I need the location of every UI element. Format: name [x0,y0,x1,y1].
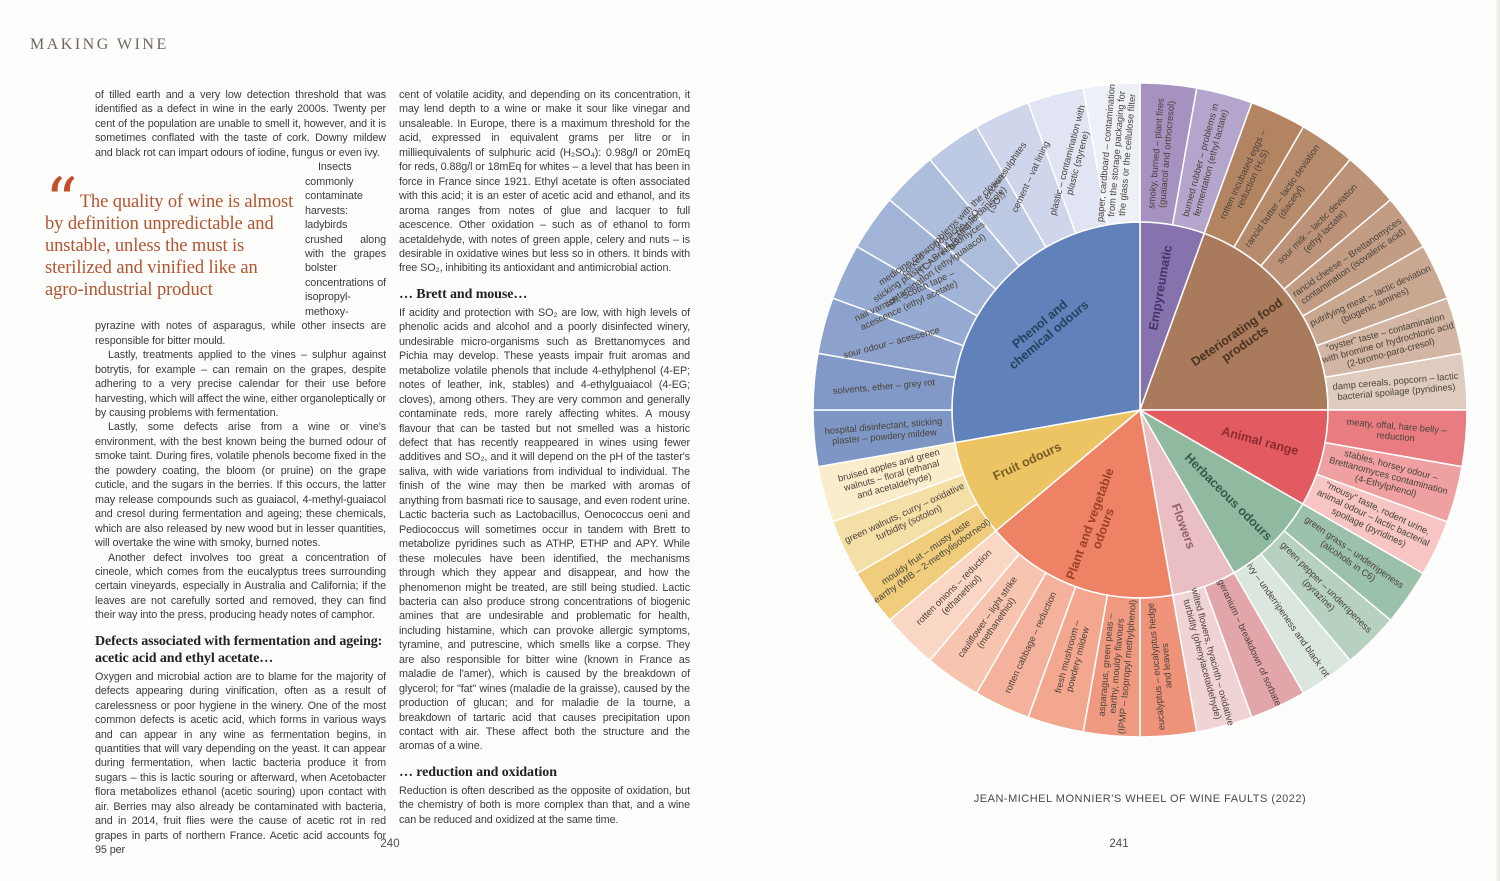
figure-caption: JEAN-MICHEL MONNIER'S WHEEL OF WINE FAUL… [973,793,1307,805]
section-heading: … Brett and mouse… [399,286,528,302]
text-column-2: cent of volatile acidity, and depending … [399,88,690,827]
paragraph: Insects commonly contaminate harvests: l… [95,161,386,347]
section-heading: … reduction and oxidation [399,764,557,780]
running-head: MAKING WINE [30,36,169,53]
paragraph: If acidity and protection with SO₂ are l… [399,306,690,753]
paragraph: Lastly, treatments applied to the vines … [95,349,386,419]
wine-faults-wheel-svg: smoky, burned – plant fires(guaiacol and… [812,82,1468,738]
page-edge [1495,0,1500,881]
paragraph: Another defect involves too great a conc… [95,551,386,622]
paragraph: Lastly, some defects arise from a wine o… [95,421,386,550]
text-column-1: of tilled earth and a very low detection… [45,88,386,858]
section-heading: Defects associated with fermentation and… [95,633,383,666]
pull-quote-text: The quality of wine is almost by definit… [45,192,294,301]
paragraph: of tilled earth and a very low detection… [95,89,386,159]
quote-icon: “ [45,165,78,240]
paragraph: Oxygen and microbial action are to blame… [95,670,386,857]
paragraph: cent of volatile acidity, and depending … [399,89,690,275]
paragraph: Reduction is often described as the oppo… [399,784,690,826]
wine-faults-wheel: smoky, burned – plant fires(guaiacol and… [807,77,1473,743]
pull-quote: “The quality of wine is almost by defini… [45,169,295,301]
page-number-left: 240 [380,838,400,850]
page-number-right: 241 [1109,838,1129,850]
